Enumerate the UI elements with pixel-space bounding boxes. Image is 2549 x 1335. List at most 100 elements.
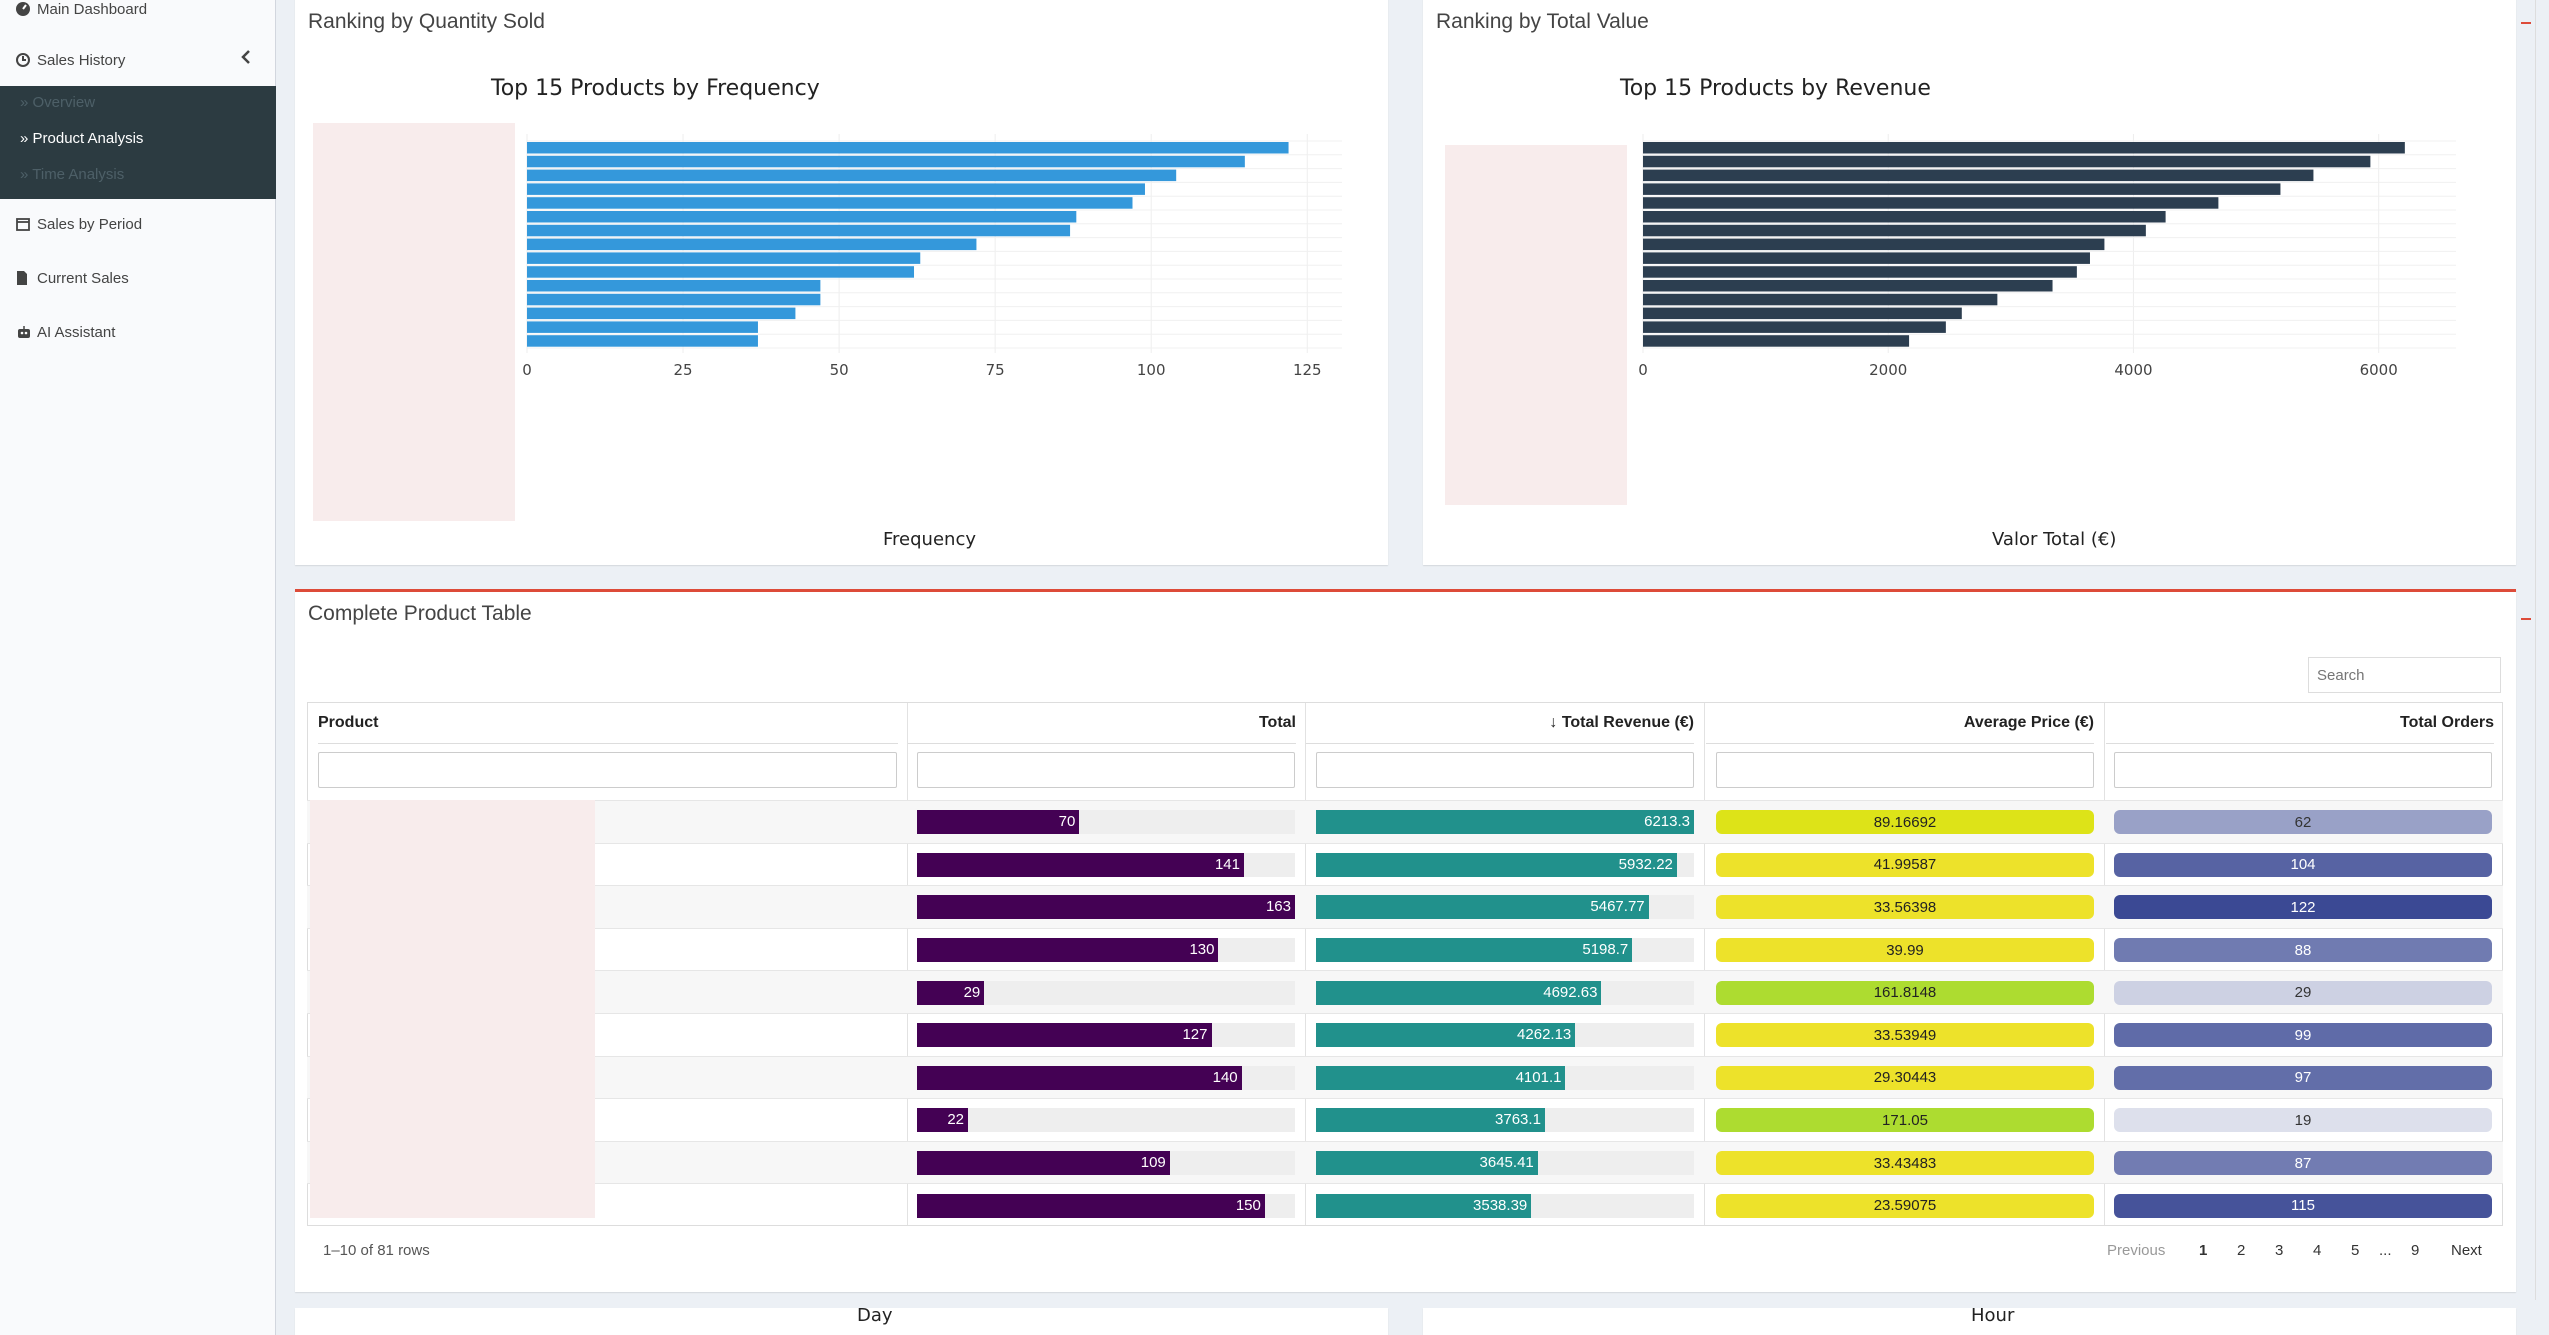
table-row[interactable]: 22 3763.1 171.05 19 (307, 1098, 2503, 1141)
search-input[interactable] (2308, 657, 2501, 693)
product-labels-redacted (313, 123, 515, 521)
table-row[interactable]: 127 4262.13 33.53949 99 (307, 1013, 2503, 1056)
total-value: 70 (1058, 813, 1076, 831)
total-bar-fill: 29 (917, 980, 985, 1005)
sidebar-item-sales-by-period[interactable]: Sales by Period (0, 208, 276, 240)
table-row[interactable]: 109 3645.41 33.43483 87 (307, 1140, 2503, 1184)
total-bar-fill: 150 (917, 1193, 1265, 1218)
total-bar-cell: 70 (917, 810, 1295, 835)
chevron-left-icon[interactable] (240, 48, 252, 70)
bar (527, 293, 821, 306)
page-button-9[interactable]: 9 (2411, 1242, 2420, 1259)
table-row[interactable]: 150 3538.39 23.59075 115 (307, 1183, 2503, 1226)
revenue-bar-cell: 3763.1 (1316, 1108, 1694, 1133)
bar (527, 238, 977, 251)
page-button-5[interactable]: 5 (2351, 1242, 2360, 1259)
column-header-total[interactable]: Total (908, 702, 1296, 744)
total-bar-cell: 163 (917, 895, 1295, 920)
column-divider (907, 703, 908, 1225)
table-row[interactable]: 163 5467.77 33.56398 122 (307, 885, 2503, 928)
revenue-value: 3538.39 (1473, 1196, 1528, 1214)
total-bar-cell: 130 (917, 938, 1295, 963)
quantity-bar-chart: 0 25 50 75 100 125 (522, 134, 1342, 379)
table-row[interactable]: 70 6213.3 89.16692 62 (307, 800, 2503, 843)
quantity-ranking-box: Ranking by Quantity Sold Top 15 Products… (295, 0, 1388, 565)
scrollbar-track[interactable] (2535, 0, 2536, 1300)
filter-input-total[interactable] (917, 752, 1295, 788)
revenue-value: 6213.3 (1644, 813, 1690, 831)
page-button-4[interactable]: 4 (2313, 1242, 2322, 1259)
table-row[interactable]: 141 5932.22 41.99587 104 (307, 842, 2503, 886)
revenue-bar-fill: 5467.77 (1316, 895, 1649, 920)
column-header-product[interactable]: Product (318, 702, 898, 744)
total-bar-fill: 22 (917, 1108, 969, 1133)
bar (527, 335, 758, 347)
column-header-total-revenue[interactable]: ↓ Total Revenue (€) (1306, 702, 1694, 744)
next-page-button[interactable]: Next (2451, 1242, 2482, 1259)
total-value: 22 (947, 1111, 965, 1129)
total-bar-cell: 141 (917, 852, 1295, 877)
revenue-value: 5198.7 (1582, 941, 1629, 959)
submenu-item-overview[interactable]: » Overview (20, 94, 96, 111)
hour-chart-box: Hour (1423, 1305, 2516, 1335)
bar (1643, 197, 2219, 209)
table-row[interactable]: 29 4692.63 161.8148 29 (307, 970, 2503, 1013)
table-row[interactable]: 130 5198.7 39.99 88 (307, 927, 2503, 971)
submenu-item-product-analysis[interactable]: » Product Analysis (20, 130, 144, 147)
filter-input-orders[interactable] (2114, 752, 2492, 788)
bar (1643, 266, 2077, 278)
calendar-icon (15, 216, 32, 233)
total-bar-cell: 140 (917, 1065, 1295, 1090)
revenue-bar-fill: 4101.1 (1316, 1065, 1566, 1090)
sidebar-item-current-sales[interactable]: Current Sales (0, 262, 276, 294)
total-orders-pill: 104 (2114, 852, 2492, 877)
total-bar-cell: 127 (917, 1023, 1295, 1048)
filter-input-product[interactable] (318, 752, 897, 788)
x-tick-label: 100 (1137, 361, 1166, 379)
revenue-value: 4692.63 (1543, 983, 1598, 1001)
submenu-item-time-analysis[interactable]: » Time Analysis (20, 166, 125, 183)
revenue-bar-cell: 6213.3 (1316, 810, 1694, 835)
page-button-2[interactable]: 2 (2237, 1242, 2246, 1259)
bar (1643, 293, 1998, 306)
bar (1643, 155, 2371, 168)
total-value: 109 (1140, 1154, 1166, 1172)
column-divider (2104, 703, 2105, 1225)
sidebar-item-main-dashboard[interactable]: Main Dashboard (0, 0, 276, 20)
page-button-3[interactable]: 3 (2275, 1242, 2284, 1259)
edge-marker (2521, 22, 2531, 24)
sidebar-item-sales-history[interactable]: Sales History (0, 44, 276, 76)
dashboard-icon (15, 1, 32, 18)
previous-page-button[interactable]: Previous (2107, 1242, 2166, 1259)
x-tick-label: 50 (830, 361, 849, 379)
revenue-value: 4262.13 (1517, 1026, 1572, 1044)
revenue-bar-fill: 4262.13 (1316, 1023, 1576, 1048)
filter-input-price[interactable] (1716, 752, 2094, 788)
sidebar-item-ai-assistant[interactable]: AI Assistant (0, 316, 276, 348)
revenue-bar-cell: 4692.63 (1316, 980, 1694, 1005)
bar (527, 169, 1177, 182)
bar (1643, 335, 1910, 347)
box-title: Ranking by Total Value (1436, 10, 1649, 33)
column-header-total-orders[interactable]: Total Orders (2106, 702, 2494, 744)
revenue-bar-fill: 5198.7 (1316, 938, 1633, 963)
total-value: 127 (1182, 1026, 1208, 1044)
table-row[interactable]: 140 4101.1 29.30443 97 (307, 1055, 2503, 1099)
value-ranking-box: Ranking by Total Value Top 15 Products b… (1423, 0, 2516, 565)
bar (527, 197, 1133, 209)
average-price-pill: 29.30443 (1716, 1065, 2094, 1090)
total-value: 140 (1212, 1068, 1238, 1086)
revenue-bar-cell: 3645.41 (1316, 1151, 1694, 1176)
revenue-bar-cell: 4262.13 (1316, 1023, 1694, 1048)
revenue-value: 3763.1 (1495, 1111, 1541, 1129)
x-tick-label: 0 (1638, 361, 1648, 379)
bar (1643, 211, 2166, 223)
bar (527, 307, 796, 320)
x-tick-label: 0 (522, 361, 532, 379)
filter-input-revenue[interactable] (1316, 752, 1694, 788)
revenue-value: 5932.22 (1618, 855, 1673, 873)
revenue-bar-cell: 4101.1 (1316, 1065, 1694, 1090)
column-header-average-price[interactable]: Average Price (€) (1706, 702, 2094, 744)
total-bar-fill: 130 (917, 938, 1219, 963)
page-button-1[interactable]: 1 (2199, 1242, 2208, 1259)
